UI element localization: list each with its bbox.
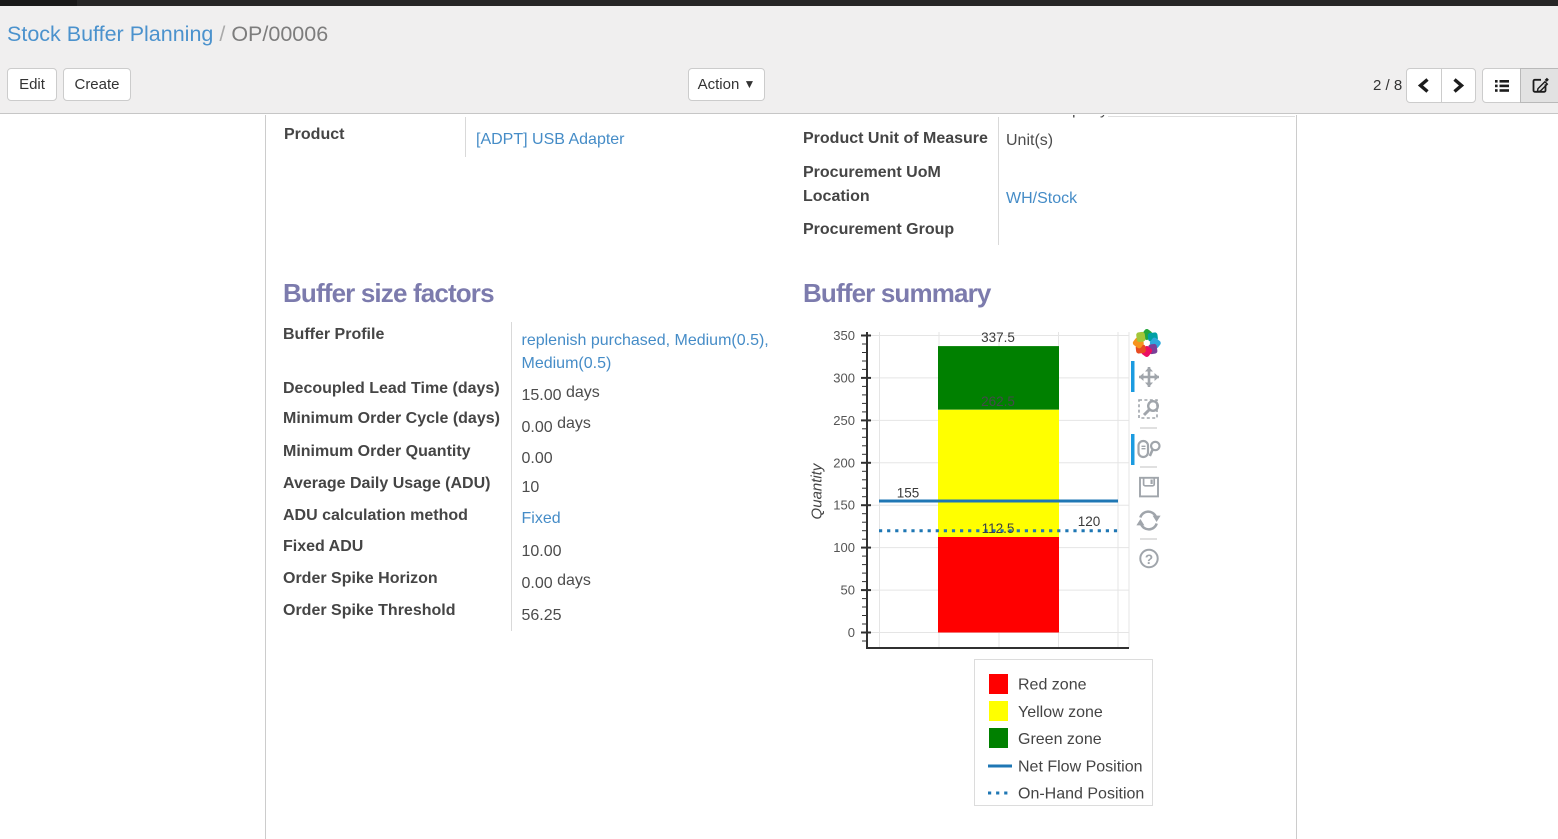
svg-text:262.5: 262.5 — [981, 394, 1015, 409]
svg-text:300: 300 — [833, 370, 855, 385]
svg-text:155: 155 — [897, 486, 920, 501]
svg-text:Yellow zone: Yellow zone — [1018, 704, 1103, 721]
svg-text:Red zone: Red zone — [1018, 677, 1087, 694]
svg-text:0: 0 — [848, 625, 855, 640]
svg-text:100: 100 — [833, 540, 855, 555]
svg-text:150: 150 — [833, 498, 855, 513]
svg-text:350: 350 — [833, 328, 855, 343]
svg-text:Net Flow Position: Net Flow Position — [1018, 759, 1143, 776]
svg-text:Green zone: Green zone — [1018, 731, 1102, 748]
svg-text:50: 50 — [841, 583, 855, 598]
svg-text:?: ? — [1145, 552, 1153, 567]
svg-text:250: 250 — [833, 413, 855, 428]
svg-text:On-Hand Position: On-Hand Position — [1018, 786, 1144, 803]
svg-text:112.5: 112.5 — [982, 521, 1015, 536]
svg-text:Quantity: Quantity — [809, 462, 826, 519]
svg-text:337.5: 337.5 — [981, 330, 1015, 345]
svg-text:120: 120 — [1078, 514, 1101, 529]
svg-text:200: 200 — [833, 455, 855, 470]
